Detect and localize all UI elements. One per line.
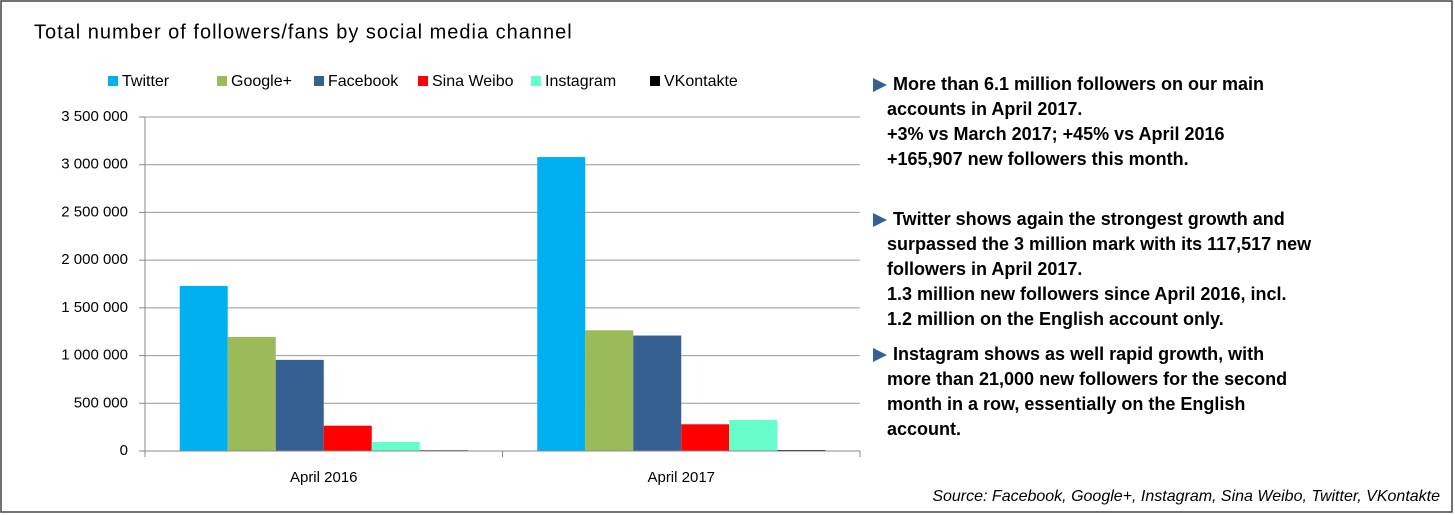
bullet xyxy=(873,78,887,92)
panel-line: accounts in April 2017. xyxy=(887,99,1082,119)
bar xyxy=(729,419,778,451)
panel-line: month in a row, essentially on the Engli… xyxy=(887,394,1245,414)
y-tick-label: 1 500 000 xyxy=(61,299,128,316)
panel-line: More than 6.1 million followers on our m… xyxy=(893,74,1264,94)
bullet xyxy=(873,213,887,227)
panel-line: 1.2 million on the English account only. xyxy=(887,309,1224,329)
x-tick-label: April 2017 xyxy=(647,469,715,486)
legend-label: Sina Weibo xyxy=(432,73,514,90)
legend-swatch xyxy=(531,76,541,86)
y-tick-label: 500 000 xyxy=(74,394,128,411)
bar xyxy=(227,336,276,451)
legend-swatch xyxy=(650,76,660,86)
legend-swatch xyxy=(314,76,324,86)
panel-line: +3% vs March 2017; +45% vs April 2016 xyxy=(887,124,1225,144)
y-tick-label: 3 500 000 xyxy=(61,108,128,125)
bar xyxy=(681,424,730,451)
legend-swatch xyxy=(418,76,428,86)
source: Source: Facebook, Google+, Instagram, Si… xyxy=(932,488,1440,505)
y-tick-label: 0 xyxy=(120,442,128,459)
panel-line: +165,907 new followers this month. xyxy=(887,149,1189,169)
bullet xyxy=(873,348,887,362)
panel-line: Instagram shows as well rapid growth, wi… xyxy=(893,344,1264,364)
legend-label: Twitter xyxy=(122,73,170,90)
legend-label: Facebook xyxy=(328,73,399,90)
bar xyxy=(537,157,586,451)
y-tick-label: 2 500 000 xyxy=(61,203,128,220)
bar xyxy=(585,330,634,451)
bar xyxy=(633,335,682,451)
y-tick-label: 2 000 000 xyxy=(61,251,128,268)
bar xyxy=(179,285,228,451)
y-tick-label: 1 000 000 xyxy=(61,347,128,364)
panel-line: more than 21,000 new followers for the s… xyxy=(887,369,1287,389)
panel-line: Twitter shows again the strongest growth… xyxy=(893,209,1285,229)
panel-line: surpassed the 3 million mark with its 11… xyxy=(887,234,1312,254)
legend-swatch xyxy=(108,76,118,86)
panel-line: followers in April 2017. xyxy=(887,259,1082,279)
legend-label: VKontakte xyxy=(664,73,738,90)
y-tick-label: 3 000 000 xyxy=(61,156,128,173)
bar xyxy=(371,441,420,451)
x-tick-label: April 2016 xyxy=(290,469,358,486)
legend-label: Instagram xyxy=(545,73,616,90)
chart-title: Total number of followers/fans by social… xyxy=(34,21,573,43)
legend-swatch xyxy=(217,76,227,86)
panel-line: account. xyxy=(887,419,961,439)
bar xyxy=(323,425,372,451)
bar xyxy=(275,359,324,451)
panel-line: 1.3 million new followers since April 20… xyxy=(887,284,1286,304)
legend-label: Google+ xyxy=(231,73,292,90)
